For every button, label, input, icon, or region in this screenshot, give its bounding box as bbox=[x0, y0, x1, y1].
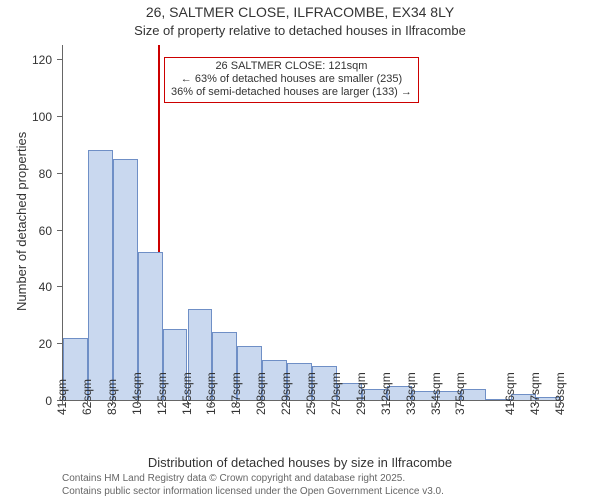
x-tick-mark bbox=[386, 400, 387, 405]
x-tick-mark bbox=[261, 400, 262, 405]
y-tick-mark bbox=[57, 59, 62, 60]
x-tick-mark bbox=[162, 400, 163, 405]
x-tick-mark bbox=[336, 400, 337, 405]
x-tick-mark bbox=[112, 400, 113, 405]
x-tick-mark bbox=[361, 400, 362, 405]
y-tick-label: 40 bbox=[0, 280, 52, 294]
y-tick-mark bbox=[57, 116, 62, 117]
x-tick-mark bbox=[286, 400, 287, 405]
x-tick-mark bbox=[211, 400, 212, 405]
x-tick-mark bbox=[87, 400, 88, 405]
y-tick-mark bbox=[57, 343, 62, 344]
x-tick-mark bbox=[460, 400, 461, 405]
y-tick-label: 20 bbox=[0, 337, 52, 351]
x-tick-mark bbox=[187, 400, 188, 405]
x-tick-mark bbox=[535, 400, 536, 405]
x-tick-mark bbox=[436, 400, 437, 405]
y-tick-label: 80 bbox=[0, 167, 52, 181]
y-tick-mark bbox=[57, 286, 62, 287]
y-tick-label: 60 bbox=[0, 224, 52, 238]
x-tick-mark bbox=[137, 400, 138, 405]
y-tick-label: 0 bbox=[0, 394, 52, 408]
y-tick-mark bbox=[57, 230, 62, 231]
y-tick-label: 120 bbox=[0, 53, 52, 67]
annotation-line-2: ← 63% of detached houses are smaller (23… bbox=[171, 73, 412, 86]
footer-line-2: Contains public sector information licen… bbox=[62, 486, 444, 499]
chart-subtitle: Size of property relative to detached ho… bbox=[0, 23, 600, 38]
footer-text: Contains HM Land Registry data © Crown c… bbox=[62, 473, 444, 498]
y-tick-label: 100 bbox=[0, 110, 52, 124]
histogram-chart: 26, SALTMER CLOSE, ILFRACOMBE, EX34 8LY … bbox=[0, 0, 600, 500]
chart-title: 26, SALTMER CLOSE, ILFRACOMBE, EX34 8LY bbox=[0, 4, 600, 20]
x-tick-mark bbox=[510, 400, 511, 405]
histogram-bar bbox=[113, 159, 138, 400]
annotation-line-3: 36% of semi-detached houses are larger (… bbox=[171, 86, 412, 99]
x-axis-label: Distribution of detached houses by size … bbox=[0, 455, 600, 470]
annotation-box: 26 SALTMER CLOSE: 121sqm ← 63% of detach… bbox=[164, 57, 419, 103]
x-tick-mark bbox=[62, 400, 63, 405]
x-tick-mark bbox=[560, 400, 561, 405]
x-tick-mark bbox=[311, 400, 312, 405]
annotation-line-1: 26 SALTMER CLOSE: 121sqm bbox=[171, 60, 412, 73]
y-tick-mark bbox=[57, 173, 62, 174]
x-tick-mark bbox=[236, 400, 237, 405]
footer-line-1: Contains HM Land Registry data © Crown c… bbox=[62, 473, 444, 486]
histogram-bar bbox=[88, 150, 113, 400]
plot-area: 26 SALTMER CLOSE: 121sqm ← 63% of detach… bbox=[62, 45, 561, 401]
x-tick-mark bbox=[411, 400, 412, 405]
